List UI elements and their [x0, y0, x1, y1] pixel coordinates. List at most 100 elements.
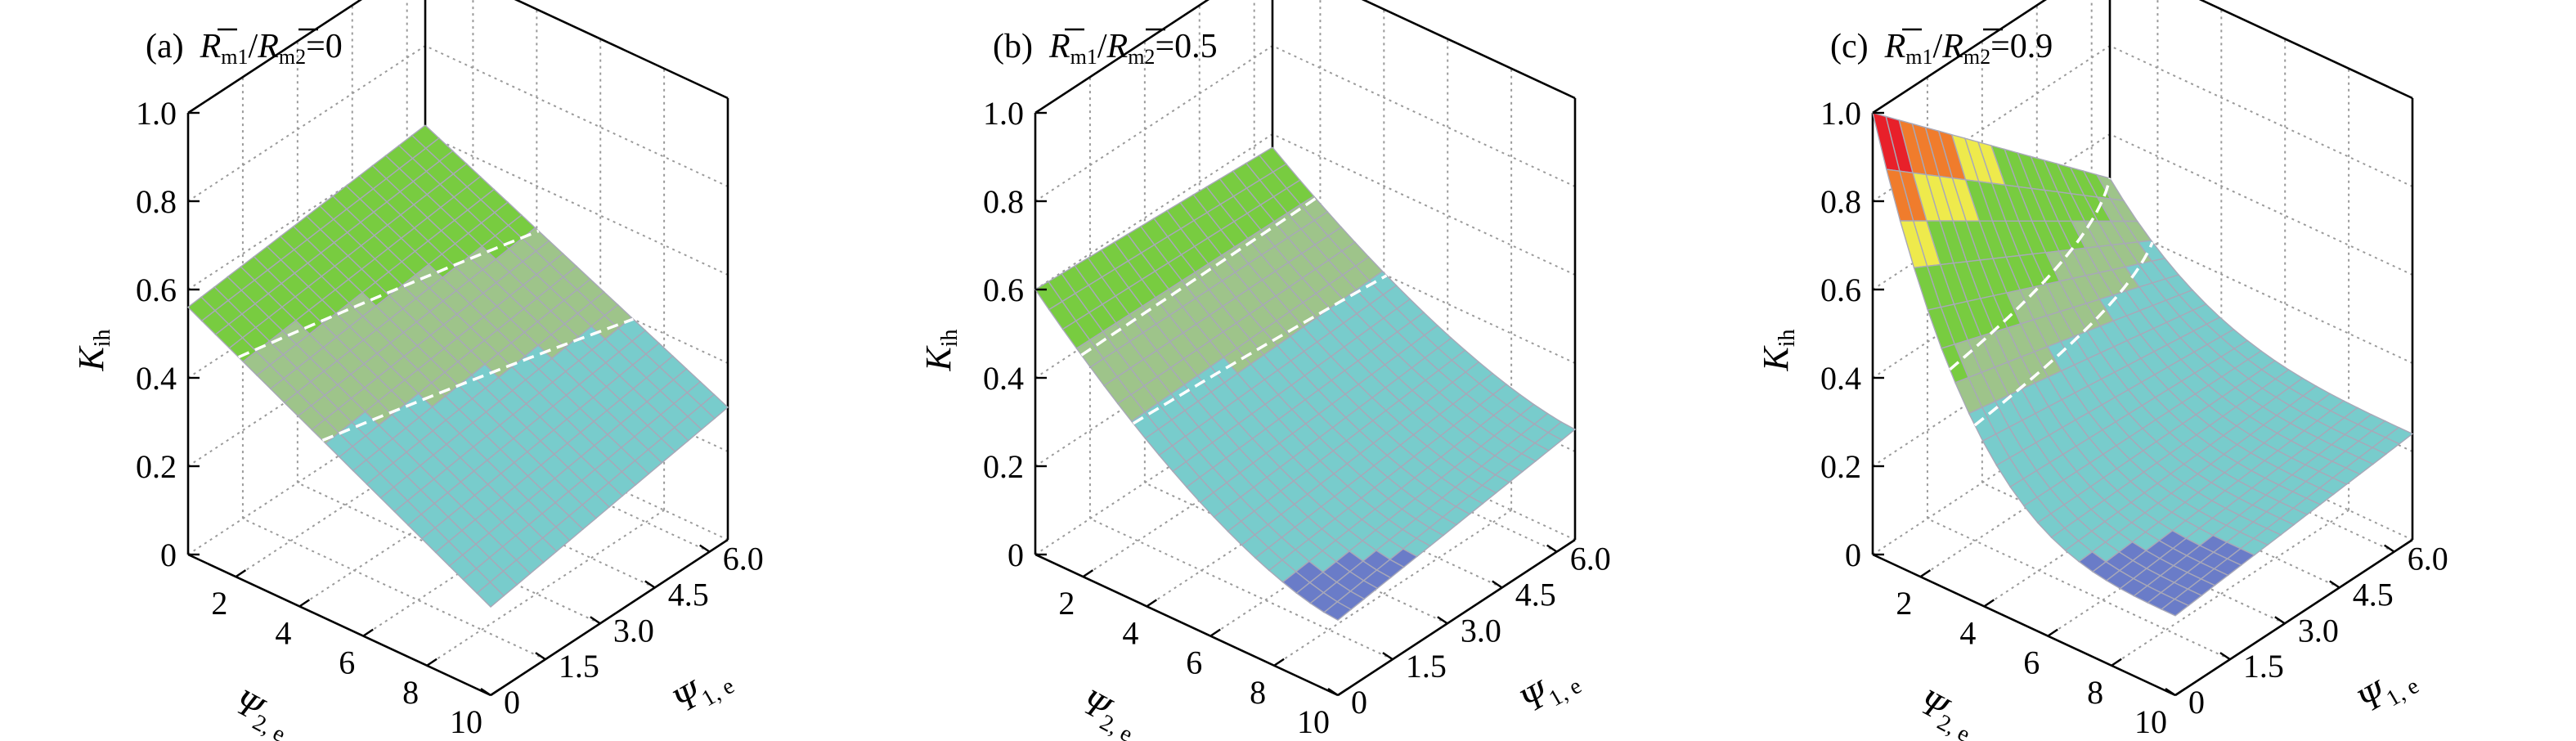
ticks: 0 0.2 0.4 0.6 0.8 1.0 2 4 6 8 10 0 1.5 3.0 4.5 6.0: [136, 95, 764, 740]
y-axis-line: [490, 538, 729, 697]
x-tick-label: 4: [1959, 614, 1976, 651]
z-axis-label-main: K: [71, 345, 111, 372]
y-tick-label: 1.5: [559, 648, 599, 685]
y-tick-mark: [699, 544, 711, 553]
z-tick-label: 0.8: [1820, 183, 1861, 220]
panel-title: (a) Rm1/Rm2=0: [146, 28, 343, 69]
x-tick-label: 10: [1297, 703, 1330, 740]
x-axis-label: Ψ2, e: [1073, 681, 1145, 741]
ticks: 0 0.2 0.4 0.6 0.8 1.0 2 4 6 8 10 0 1.5 3.0 4.5 6.0: [1820, 95, 2448, 740]
x-tick-label: 10: [450, 703, 482, 740]
y-tick-mark: [2274, 616, 2286, 625]
y-tick-mark: [1546, 544, 1558, 553]
panel-label: (c): [1830, 28, 1869, 65]
z-axis-label: Kih: [71, 329, 115, 371]
x-tick-label: 2: [211, 585, 227, 622]
x-tick-label: 4: [1122, 614, 1138, 651]
surface: [1034, 146, 1577, 622]
y-tick-mark: [2384, 544, 2395, 553]
surface-cell: [476, 581, 505, 608]
ratio-value: =0: [306, 28, 343, 65]
z-axis-label-sub: ih: [1775, 329, 1800, 347]
ratio-denominator: R: [1106, 28, 1129, 65]
x-tick-label: 6: [1186, 644, 1202, 681]
z-tick-label: 0.2: [1820, 448, 1861, 485]
ratio-denominator-sub: m2: [1128, 45, 1155, 69]
z-tick-label: 0.6: [1820, 272, 1861, 308]
ratio-slash: /: [249, 28, 258, 65]
y-axis-line: [1337, 538, 1576, 697]
z-tick-label: 0.4: [1820, 360, 1861, 397]
z-tick-label: 1.0: [1820, 95, 1861, 132]
panel-title: (b) Rm1/Rm2=0.5: [993, 28, 1218, 69]
x-tick-mark: [1983, 599, 1995, 608]
z-axis-label: Kih: [918, 329, 963, 371]
panel-b: 0 0.2 0.4 0.6 0.8 1.0 2 4 6 8 10 0 1.5 3.0 4.5 6.0 Kih Ψ2…: [918, 0, 1611, 741]
grid-line-x-floor: [1273, 509, 1512, 667]
y-tick-mark: [2165, 688, 2176, 696]
y-tick-label: 4.5: [2353, 576, 2394, 613]
x-tick-mark: [298, 599, 310, 608]
z-axis-label-main: K: [1756, 345, 1796, 372]
panel-a: 0 0.2 0.4 0.6 0.8 1.0 2 4 6 8 10 0 1.5 3.0 4.5 6.0 Kih Ψ2…: [71, 0, 764, 741]
y-tick-label: 6.0: [1570, 541, 1611, 577]
x-tick-mark: [426, 658, 438, 667]
x-tick-mark: [1082, 569, 1094, 578]
z-tick-label: 0: [160, 537, 177, 573]
top-edge-left: [1872, 0, 2048, 115]
y-tick-label: 0: [1351, 684, 1367, 721]
y-tick-mark: [1382, 652, 1393, 661]
x-tick-label: 2: [1058, 585, 1075, 622]
x-tick-label: 6: [339, 644, 355, 681]
z-tick-label: 0.2: [136, 448, 177, 485]
surface-cell: [2160, 598, 2190, 617]
x-axis-line: [187, 553, 491, 697]
y-tick-label: 3.0: [2298, 612, 2339, 649]
y-tick-mark: [2329, 580, 2340, 589]
x-tick-mark: [2047, 628, 2058, 637]
z-tick-label: 1.0: [136, 95, 177, 132]
z-tick-label: 0: [1008, 537, 1024, 573]
top-edge-left: [1034, 0, 1210, 115]
x-tick-mark: [1919, 569, 1932, 578]
x-tick-label: 10: [2134, 703, 2167, 740]
z-tick-label: 0.4: [136, 360, 177, 397]
x-axis-line: [1034, 553, 1339, 697]
x-tick-mark: [490, 688, 501, 696]
y-tick-mark: [2219, 652, 2231, 661]
x-tick-label: 4: [275, 614, 291, 651]
panel-c: 0 0.2 0.4 0.6 0.8 1.0 2 4 6 8 10 0 1.5 3.0 4.5 6.0 Kih Ψ2…: [1756, 0, 2448, 741]
y-tick-label: 4.5: [1515, 576, 1556, 613]
y-tick-mark: [590, 616, 601, 625]
x-tick-mark: [1337, 688, 1349, 696]
surface: [186, 124, 729, 608]
contour-line-0: [1949, 177, 2112, 371]
grid-line-z: [1034, 44, 1576, 202]
x-tick-mark: [1273, 658, 1285, 667]
x-tick-label: 8: [2087, 674, 2103, 711]
x-tick-label: 8: [402, 674, 419, 711]
contour-line-1: [1132, 274, 1388, 425]
top-edge-left: [187, 0, 363, 115]
ticks: 0 0.2 0.4 0.6 0.8 1.0 2 4 6 8 10 0 1.5 3.0 4.5 6.0: [983, 95, 1611, 740]
x-tick-mark: [2111, 658, 2122, 667]
axis-box: [1034, 0, 1577, 697]
y-tick-mark: [1327, 688, 1339, 696]
x-tick-mark: [235, 569, 247, 578]
x-tick-label: 2: [1896, 585, 1912, 622]
panel-label: (b): [993, 28, 1033, 65]
y-tick-label: 6.0: [723, 541, 764, 577]
z-axis-label-main: K: [918, 345, 958, 372]
x-axis-label: Ψ2, e: [226, 681, 298, 741]
y-tick-mark: [535, 652, 546, 661]
z-axis-label-sub: ih: [90, 329, 115, 347]
y-tick-label: 6.0: [2408, 541, 2448, 577]
z-tick-label: 0.2: [983, 448, 1024, 485]
x-tick-mark: [2174, 688, 2186, 696]
ratio-numerator: R: [200, 28, 222, 65]
y-tick-mark: [1437, 616, 1448, 625]
x-axis-label: Ψ2, e: [1910, 681, 1982, 741]
x-tick-mark: [1209, 628, 1221, 637]
